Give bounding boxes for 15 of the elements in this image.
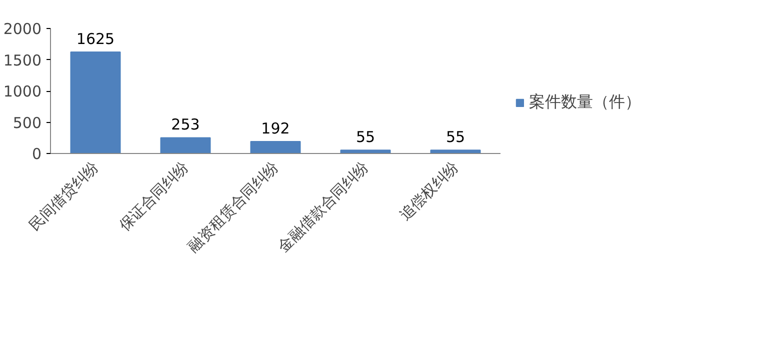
y-tick-label: 1000	[3, 82, 42, 100]
bar	[250, 141, 301, 154]
x-tick-label: 保证合同纠纷	[115, 158, 192, 235]
data-label: 1625	[76, 30, 115, 48]
bar	[70, 51, 121, 154]
data-label: 55	[356, 128, 376, 146]
bar	[160, 137, 211, 154]
legend-label: 案件数量（件）	[529, 92, 641, 113]
y-tick-label: 2000	[3, 20, 42, 38]
data-label: 192	[261, 120, 290, 138]
y-tick-label: 500	[12, 114, 42, 132]
x-tick-label: 追偿权纠纷	[396, 158, 462, 224]
data-label: 55	[446, 128, 466, 146]
data-label: 253	[171, 116, 200, 134]
y-tick-label: 1500	[3, 51, 42, 70]
